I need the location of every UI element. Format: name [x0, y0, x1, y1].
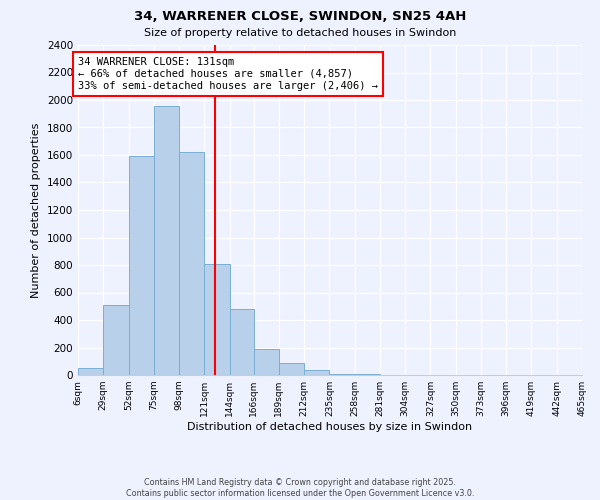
- Bar: [179, 152, 204, 375]
- Bar: [254, 349, 279, 375]
- Bar: [78, 368, 103, 375]
- Text: Contains HM Land Registry data © Crown copyright and database right 2025.
Contai: Contains HM Land Registry data © Crown c…: [126, 478, 474, 498]
- Bar: [128, 156, 154, 375]
- Bar: [230, 309, 254, 375]
- Text: 34, WARRENER CLOSE, SWINDON, SN25 4AH: 34, WARRENER CLOSE, SWINDON, SN25 4AH: [134, 10, 466, 23]
- Bar: [103, 305, 128, 375]
- Bar: [279, 362, 304, 375]
- Bar: [355, 374, 380, 375]
- Bar: [154, 106, 179, 375]
- Text: Size of property relative to detached houses in Swindon: Size of property relative to detached ho…: [144, 28, 456, 38]
- Text: 34 WARRENER CLOSE: 131sqm
← 66% of detached houses are smaller (4,857)
33% of se: 34 WARRENER CLOSE: 131sqm ← 66% of detac…: [78, 58, 378, 90]
- Bar: [204, 264, 230, 375]
- Bar: [304, 370, 329, 375]
- Bar: [329, 374, 355, 375]
- Y-axis label: Number of detached properties: Number of detached properties: [31, 122, 41, 298]
- X-axis label: Distribution of detached houses by size in Swindon: Distribution of detached houses by size …: [187, 422, 473, 432]
